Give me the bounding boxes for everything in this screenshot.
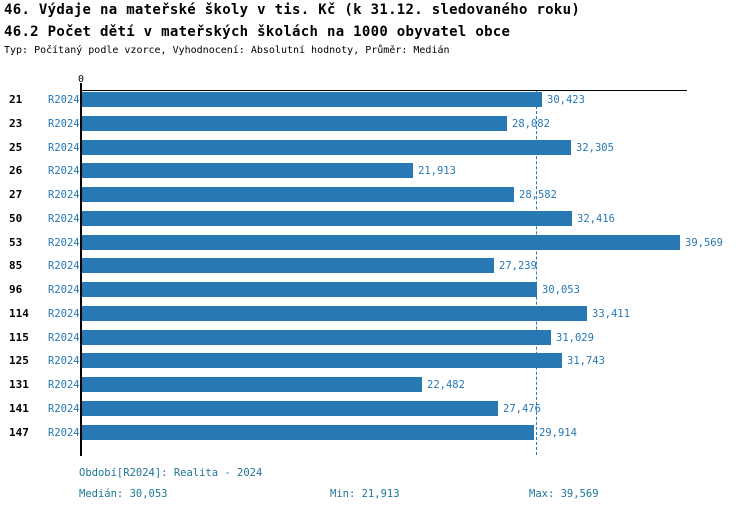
median-reference-line — [536, 91, 537, 455]
chart-row: 147 R2024 29,914 — [0, 424, 750, 440]
row-category-label: 85 — [9, 259, 23, 273]
row-category-label: 125 — [9, 354, 29, 368]
row-series-label: R2024 — [48, 212, 80, 225]
row-category-label: 147 — [9, 425, 29, 439]
row-category-label: 21 — [9, 93, 23, 106]
legend-period-label: Období[R2024]: Realita - 2024 — [79, 467, 263, 479]
row-series-label: R2024 — [48, 117, 80, 130]
chart-row: 115 R2024 31,029 — [0, 329, 750, 345]
row-series-label: R2024 — [48, 236, 80, 249]
row-series-label: R2024 — [48, 284, 80, 296]
value-bar — [82, 305, 587, 321]
row-series-label: R2024 — [48, 189, 80, 201]
y-axis-line — [80, 83, 82, 456]
value-bar — [82, 353, 562, 369]
bar-value-label: 33,411 — [592, 307, 630, 320]
stat-max: Max: 39,569 — [529, 488, 599, 500]
bar-value-label: 28,082 — [512, 117, 550, 130]
chart-row: 141 R2024 27,476 — [0, 400, 750, 416]
chart-row: 26 R2024 21,913 — [0, 163, 750, 179]
chart-row: 114 R2024 33,411 — [0, 305, 750, 321]
value-bar — [82, 400, 498, 416]
row-category-label: 26 — [9, 164, 23, 178]
chart-row: 21 R2024 30,423 — [0, 92, 750, 107]
chart-row: 96 R2024 30,053 — [0, 282, 750, 297]
bar-value-label: 28,582 — [519, 189, 557, 201]
row-series-label: R2024 — [48, 165, 80, 178]
chart-title-line2: 46.2 Počet dětí v mateřských školách na … — [4, 24, 511, 40]
chart-row: 23 R2024 28,082 — [0, 115, 750, 131]
chart-row: 53 R2024 39,569 — [0, 234, 750, 250]
row-category-label: 50 — [9, 211, 23, 225]
row-category-label: 115 — [9, 330, 29, 344]
row-category-label: 141 — [9, 401, 29, 415]
x-axis-line — [82, 90, 687, 91]
chart-row: 125 R2024 31,743 — [0, 353, 750, 369]
row-series-label: R2024 — [48, 260, 80, 273]
bar-value-label: 32,416 — [577, 212, 615, 225]
bar-value-label: 30,423 — [547, 94, 585, 106]
bar-value-label: 22,482 — [427, 379, 465, 391]
stat-min: Min: 21,913 — [330, 488, 400, 500]
bar-value-label: 30,053 — [542, 284, 580, 296]
x-axis-zero-tick-label: 0 — [77, 74, 85, 85]
chart-row: 25 R2024 32,305 — [0, 139, 750, 155]
bar-value-label: 31,743 — [567, 355, 605, 368]
row-series-label: R2024 — [48, 94, 80, 106]
row-series-label: R2024 — [48, 331, 80, 344]
bar-value-label: 39,569 — [685, 236, 723, 249]
bar-value-label: 21,913 — [418, 165, 456, 178]
bar-value-label: 27,239 — [499, 260, 537, 273]
bar-value-label: 27,476 — [503, 402, 541, 415]
value-bar — [82, 187, 514, 202]
value-bar — [82, 115, 507, 131]
chart-row: 131 R2024 22,482 — [0, 377, 750, 392]
row-category-label: 131 — [9, 378, 29, 391]
value-bar — [82, 377, 422, 392]
row-category-label: 23 — [9, 116, 23, 130]
value-bar — [82, 210, 572, 226]
row-series-label: R2024 — [48, 307, 80, 320]
row-series-label: R2024 — [48, 141, 80, 154]
bar-value-label: 32,305 — [576, 141, 614, 154]
value-bar — [82, 92, 542, 107]
chart-row: 85 R2024 27,239 — [0, 258, 750, 274]
row-category-label: 114 — [9, 306, 29, 320]
value-bar — [82, 258, 494, 274]
row-category-label: 53 — [9, 235, 23, 249]
chart-title-line1: 46. Výdaje na mateřské školy v tis. Kč (… — [4, 2, 581, 18]
chart-subtitle: Typ: Počítaný podle vzorce, Vyhodnocení:… — [4, 45, 450, 56]
bar-value-label: 29,914 — [539, 426, 577, 439]
row-series-label: R2024 — [48, 426, 80, 439]
row-series-label: R2024 — [48, 355, 80, 368]
row-series-label: R2024 — [48, 402, 80, 415]
bar-value-label: 31,029 — [556, 331, 594, 344]
value-bar — [82, 139, 571, 155]
row-category-label: 96 — [9, 283, 23, 296]
value-bar — [82, 282, 537, 297]
chart-row: 27 R2024 28,582 — [0, 187, 750, 202]
value-bar — [82, 329, 551, 345]
row-category-label: 25 — [9, 140, 23, 154]
value-bar — [82, 234, 680, 250]
row-category-label: 27 — [9, 188, 23, 201]
row-series-label: R2024 — [48, 379, 80, 391]
chart-row: 50 R2024 32,416 — [0, 210, 750, 226]
value-bar — [82, 163, 413, 179]
value-bar — [82, 424, 534, 440]
stat-median: Medián: 30,053 — [79, 488, 168, 500]
